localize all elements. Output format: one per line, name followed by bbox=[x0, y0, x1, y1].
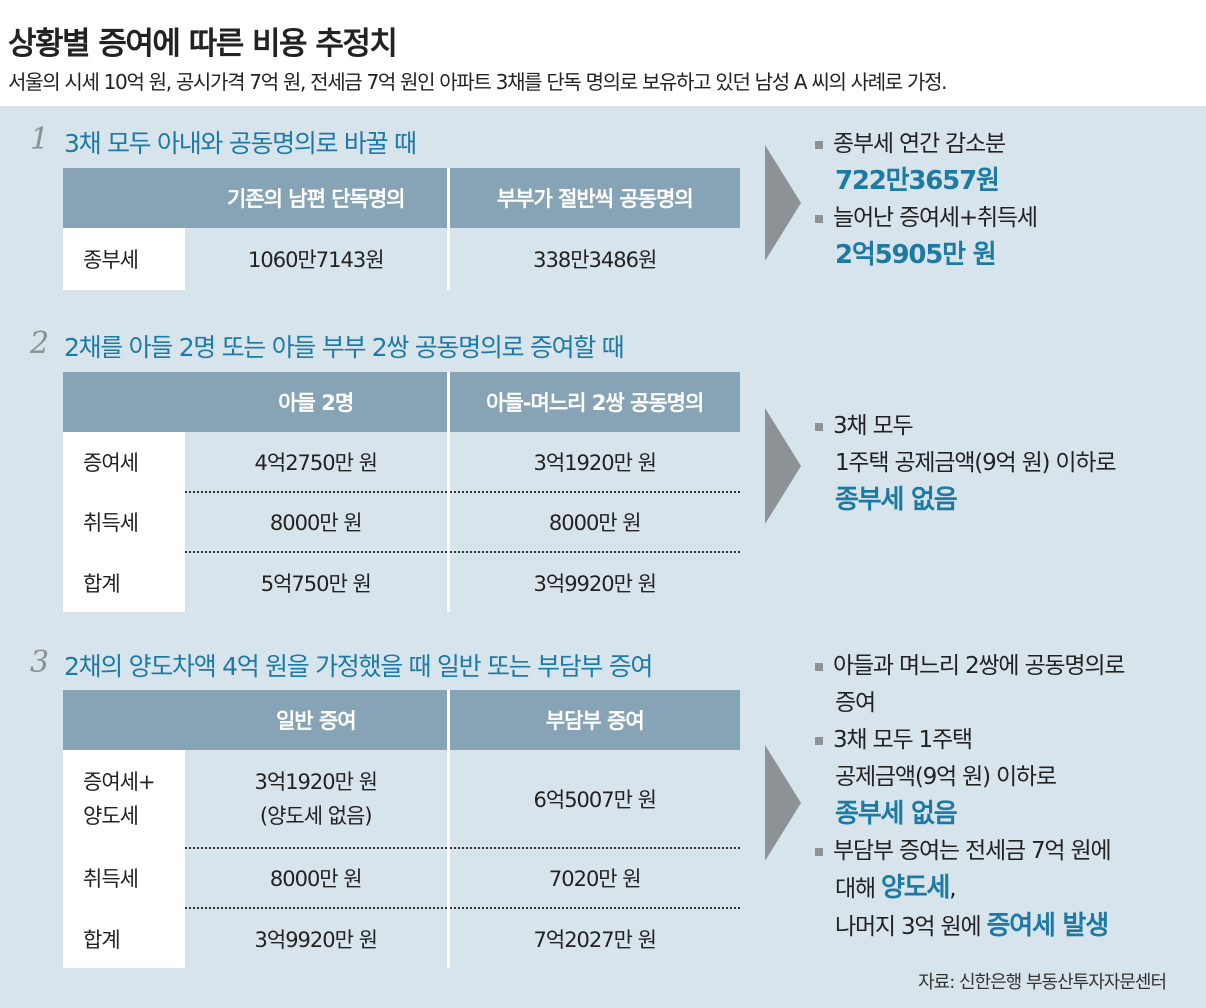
row-label: 합계 bbox=[63, 552, 185, 612]
table-row: 종부세 1060만7143원 338만3486원 bbox=[63, 228, 740, 290]
note-text: 아들과 며느리 2쌍에 공동명의로 bbox=[833, 653, 1125, 679]
cell-line: 3억1920만 원 bbox=[254, 769, 378, 794]
header-blank bbox=[63, 372, 185, 432]
cell: 1060만7143원 bbox=[185, 228, 450, 290]
cell-line: (양도세 없음) bbox=[259, 803, 373, 828]
note-highlight: 증여세 발생 bbox=[986, 911, 1110, 941]
bullet-icon bbox=[815, 662, 823, 671]
cell: 5억750만 원 bbox=[185, 552, 450, 612]
table-row: 취득세 8000만 원 7020만 원 bbox=[63, 848, 740, 909]
note-text: 나머지 3억 원에 bbox=[835, 914, 987, 940]
note-highlight: 종부세 없음 bbox=[835, 799, 958, 829]
row-label: 취득세 bbox=[63, 492, 185, 553]
cell: 7020만 원 bbox=[448, 848, 740, 909]
note-text: 1주택 공제금액(9억 원) 이하로 bbox=[835, 450, 1117, 476]
cell: 8000만 원 bbox=[185, 492, 450, 553]
cell: 3억9920만 원 bbox=[185, 908, 450, 968]
note-text: 증여 bbox=[835, 690, 876, 716]
note-text: 공제금액(9억 원) 이하로 bbox=[835, 764, 1057, 790]
column-header: 부부가 절반씩 공동명의 bbox=[448, 168, 740, 228]
row-label: 증여세+ 양도세 bbox=[63, 750, 185, 849]
arrow-icon bbox=[765, 145, 801, 261]
header-blank bbox=[63, 690, 185, 750]
source-credit: 자료: 신한은행 부동산투자자문센터 bbox=[918, 972, 1167, 993]
row-label-line: 양도세 bbox=[83, 803, 139, 828]
table-row: 합계 5억750만 원 3억9920만 원 bbox=[63, 552, 740, 612]
section-number: 3 bbox=[30, 645, 50, 680]
notes-section-2: 3채 모두 1주택 공제금액(9억 원) 이하로 종부세 없음 bbox=[815, 408, 1117, 519]
note-text: 대해 bbox=[835, 876, 882, 902]
table-row: 증여세 4억2750만 원 3억1920만 원 bbox=[63, 432, 740, 493]
row-label: 합계 bbox=[63, 908, 185, 968]
cell: 4억2750만 원 bbox=[185, 432, 450, 493]
cell: 7억2027만 원 bbox=[448, 908, 740, 968]
table-row: 증여세+ 양도세 3억1920만 원 (양도세 없음) 6억5007만 원 bbox=[63, 750, 740, 849]
column-header: 부담부 증여 bbox=[448, 690, 740, 750]
arrow-icon bbox=[765, 408, 801, 524]
row-label: 취득세 bbox=[63, 848, 185, 909]
notes-section-1: 종부세 연간 감소분 722만3657원 늘어난 증여세+취득세 2억5905만… bbox=[815, 126, 1038, 274]
bullet-icon bbox=[815, 847, 823, 856]
note-highlight: 2억5905만 원 bbox=[835, 240, 997, 270]
cell: 3억1920만 원 (양도세 없음) bbox=[185, 750, 450, 849]
note-text: 부담부 증여는 전세금 7억 원에 bbox=[833, 838, 1112, 864]
section-title: 2채를 아들 2명 또는 아들 부부 2쌍 공동명의로 증여할 때 bbox=[64, 333, 625, 362]
section-number: 2 bbox=[30, 326, 50, 361]
cell: 6억5007만 원 bbox=[448, 750, 740, 849]
row-label: 증여세 bbox=[63, 432, 185, 493]
bullet-icon bbox=[815, 214, 823, 223]
table-section-3: 일반 증여 부담부 증여 증여세+ 양도세 3억1920만 원 (양도세 없음) 6억50… bbox=[63, 690, 740, 968]
header-blank bbox=[63, 168, 185, 228]
note-text: 3채 모두 1주택 bbox=[833, 727, 973, 753]
note-text: , bbox=[949, 876, 956, 902]
arrow-icon bbox=[765, 745, 801, 861]
row-label-line: 증여세+ bbox=[83, 769, 156, 794]
bullet-icon bbox=[815, 736, 823, 745]
column-header: 아들-며느리 2쌍 공동명의 bbox=[448, 372, 740, 432]
cell: 8000만 원 bbox=[185, 848, 450, 909]
note-highlight: 종부세 없음 bbox=[835, 485, 958, 515]
cell: 3억1920만 원 bbox=[448, 432, 740, 493]
row-label: 종부세 bbox=[63, 228, 185, 290]
cell: 3억9920만 원 bbox=[448, 552, 740, 612]
cell: 338만3486원 bbox=[448, 228, 740, 290]
column-header: 아들 2명 bbox=[185, 372, 450, 432]
subtitle: 서울의 시세 10억 원, 공시가격 7억 원, 전세금 7억 원인 아파트 3… bbox=[8, 70, 948, 94]
section-title: 3채 모두 아내와 공동명의로 바꿀 때 bbox=[64, 129, 417, 158]
section-title: 2채의 양도차액 4억 원을 가정했을 때 일반 또는 부담부 증여 bbox=[64, 652, 653, 681]
note-highlight: 722만3657원 bbox=[835, 166, 1000, 196]
table-row: 취득세 8000만 원 8000만 원 bbox=[63, 492, 740, 553]
column-header: 기존의 남편 단독명의 bbox=[185, 168, 450, 228]
section-number: 1 bbox=[30, 122, 50, 157]
notes-section-3: 아들과 며느리 2쌍에 공동명의로 증여 3채 모두 1주택 공제금액(9억 원… bbox=[815, 648, 1125, 946]
note-text: 종부세 연간 감소분 bbox=[833, 131, 1006, 157]
bullet-icon bbox=[815, 140, 823, 149]
column-header: 일반 증여 bbox=[185, 690, 450, 750]
table-section-2: 아들 2명 아들-며느리 2쌍 공동명의 증여세 4억2750만 원 3억1920만 … bbox=[63, 372, 740, 612]
table-section-1: 기존의 남편 단독명의 부부가 절반씩 공동명의 종부세 1060만7143원 338… bbox=[63, 168, 740, 290]
cell: 8000만 원 bbox=[448, 492, 740, 553]
page-title: 상황별 증여에 따른 비용 추정치 bbox=[8, 26, 398, 62]
note-text: 3채 모두 bbox=[833, 413, 914, 439]
note-text: 늘어난 증여세+취득세 bbox=[833, 205, 1038, 231]
note-highlight: 양도세 bbox=[881, 873, 950, 903]
bullet-icon bbox=[815, 422, 823, 431]
table-row: 합계 3억9920만 원 7억2027만 원 bbox=[63, 908, 740, 968]
